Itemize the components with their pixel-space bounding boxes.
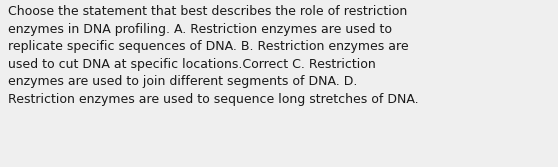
Text: Choose the statement that best describes the role of restriction
enzymes in DNA : Choose the statement that best describes… — [8, 5, 419, 106]
